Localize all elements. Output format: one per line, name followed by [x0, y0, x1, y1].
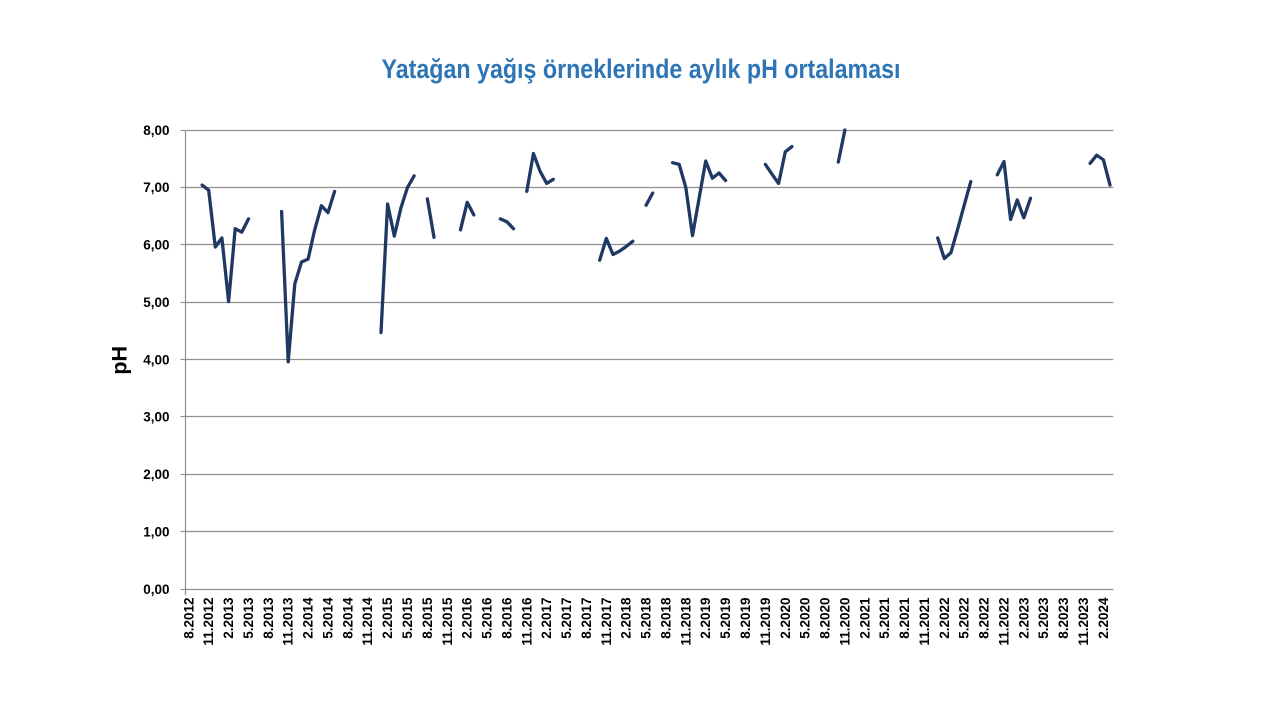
svg-text:11.2015: 11.2015 [440, 597, 455, 646]
svg-text:5.2022: 5.2022 [957, 598, 972, 639]
svg-text:5.2021: 5.2021 [877, 597, 892, 639]
svg-text:8.2022: 8.2022 [977, 598, 992, 639]
svg-text:8.2020: 8.2020 [818, 598, 833, 639]
svg-text:11.2019: 11.2019 [758, 598, 773, 646]
svg-text:4,00: 4,00 [143, 352, 169, 367]
svg-text:11.2023: 11.2023 [1076, 597, 1091, 646]
svg-text:5,00: 5,00 [143, 295, 169, 310]
svg-text:5.2017: 5.2017 [559, 598, 574, 639]
svg-text:8.2015: 8.2015 [420, 597, 435, 639]
svg-text:2.2020: 2.2020 [778, 598, 793, 639]
svg-text:8.2019: 8.2019 [738, 598, 753, 639]
svg-text:5.2015: 5.2015 [400, 597, 415, 639]
svg-text:Yatağan yağış örneklerinde ayl: Yatağan yağış örneklerinde aylık pH orta… [382, 54, 901, 84]
svg-text:2.2015: 2.2015 [380, 597, 395, 639]
svg-text:8.2023: 8.2023 [1056, 597, 1071, 639]
svg-text:1,00: 1,00 [143, 524, 169, 539]
svg-text:6,00: 6,00 [143, 238, 169, 253]
svg-text:5.2023: 5.2023 [1036, 597, 1051, 639]
svg-text:5.2020: 5.2020 [798, 598, 813, 639]
svg-text:2.2024: 2.2024 [1096, 597, 1111, 639]
svg-text:2.2023: 2.2023 [1016, 597, 1031, 639]
svg-text:7,00: 7,00 [143, 180, 169, 195]
svg-text:8,00: 8,00 [143, 123, 169, 138]
svg-text:pH: pH [108, 346, 132, 375]
svg-text:5.2019: 5.2019 [718, 598, 733, 639]
svg-text:2.2014: 2.2014 [301, 597, 316, 639]
svg-text:8.2017: 8.2017 [579, 598, 594, 639]
svg-text:5.2013: 5.2013 [241, 597, 256, 639]
svg-text:11.2012: 11.2012 [201, 598, 216, 646]
svg-text:8.2016: 8.2016 [499, 597, 514, 639]
svg-text:8.2013: 8.2013 [261, 597, 276, 639]
svg-text:8.2014: 8.2014 [340, 597, 355, 639]
svg-text:11.2014: 11.2014 [360, 597, 375, 646]
svg-text:5.2014: 5.2014 [321, 597, 336, 639]
svg-text:2,00: 2,00 [143, 467, 169, 482]
svg-text:2.2019: 2.2019 [698, 598, 713, 639]
svg-text:8.2012: 8.2012 [181, 598, 196, 639]
svg-text:11.2018: 11.2018 [678, 597, 693, 646]
svg-text:2.2013: 2.2013 [221, 597, 236, 639]
svg-text:0,00: 0,00 [143, 582, 169, 597]
svg-text:3,00: 3,00 [143, 410, 169, 425]
svg-text:11.2020: 11.2020 [837, 598, 852, 646]
svg-text:11.2017: 11.2017 [599, 598, 614, 646]
svg-text:2.2021: 2.2021 [857, 597, 872, 639]
svg-text:5.2016: 5.2016 [480, 597, 495, 639]
svg-text:8.2021: 8.2021 [897, 597, 912, 639]
svg-text:8.2018: 8.2018 [659, 597, 674, 639]
svg-text:2.2018: 2.2018 [619, 597, 634, 639]
svg-text:2.2022: 2.2022 [937, 598, 952, 639]
svg-text:11.2021: 11.2021 [917, 597, 932, 646]
svg-text:2.2016: 2.2016 [460, 597, 475, 639]
svg-text:5.2018: 5.2018 [639, 597, 654, 639]
svg-text:11.2013: 11.2013 [281, 597, 296, 646]
svg-text:11.2016: 11.2016 [519, 597, 534, 646]
svg-text:11.2022: 11.2022 [997, 598, 1012, 646]
svg-text:2.2017: 2.2017 [539, 598, 554, 639]
